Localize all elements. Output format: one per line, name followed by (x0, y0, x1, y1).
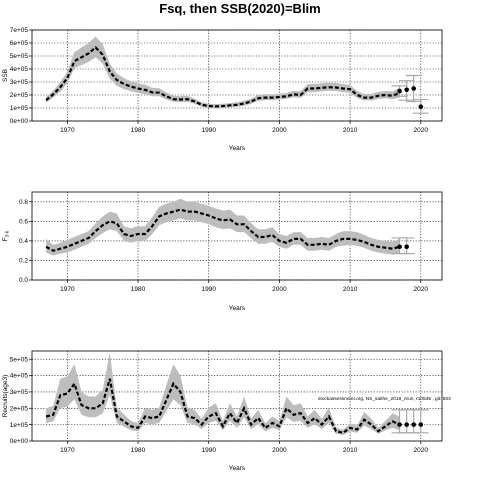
x-tick-label: 1990 (201, 286, 216, 293)
plot-frame (31, 29, 443, 122)
y-axis-label: SSB (2, 69, 9, 82)
y-tick-label: 0.2 (19, 258, 28, 265)
plot-frame (31, 191, 443, 281)
x-tick-label: 1970 (60, 447, 75, 454)
y-axis-label: F3-6 (2, 230, 10, 241)
confidence-band (46, 352, 400, 436)
y-tick-label: 4e+05 (10, 373, 29, 380)
y-tick-label: 4e+05 (10, 66, 29, 73)
panel-ssb: 1970 1980 1990 2000 2010 2020 0e+00 1e+05 2e+05 3… (2, 27, 443, 152)
forecast-point (397, 88, 402, 94)
x-tick-label: 2000 (272, 447, 287, 454)
forecast-point (397, 422, 402, 427)
x-tick-label: 1970 (60, 286, 75, 293)
series-line (45, 208, 400, 252)
x-tick-label: 1980 (131, 127, 146, 134)
forecast-point (404, 87, 409, 93)
y-tick-label: 0e+00 (10, 438, 29, 445)
x-tick-label: 2010 (343, 286, 358, 293)
y-tick-label: 7e+05 (10, 27, 29, 34)
x-tick-label: 2000 (272, 127, 287, 134)
forecast-point (418, 422, 424, 427)
y-tick-label: 3e+05 (10, 389, 29, 396)
y-tick-label: 2e+05 (10, 405, 29, 412)
figure-title: Fsq, then SSB(2020)=Blim (159, 1, 321, 16)
x-axis-label: Years (229, 145, 246, 152)
x-tick-label: 2020 (414, 127, 429, 134)
y-tick-label: 2e+05 (10, 92, 29, 99)
x-tick-label: 2000 (272, 286, 287, 293)
y-tick-label: 0.0 (19, 277, 28, 284)
y-tick-label: 0.6 (19, 219, 28, 226)
y-tick-label: 3e+05 (10, 79, 29, 86)
series-line (45, 378, 401, 434)
x-tick-label: 2010 (343, 447, 358, 454)
y-tick-label: 0.4 (19, 238, 28, 245)
y-tick-label: 0e+00 (10, 118, 29, 125)
forecast-point (411, 86, 417, 91)
y-tick-label: 6e+05 (10, 40, 29, 47)
x-tick-label: 1980 (131, 286, 146, 293)
y-tick-label: 0.8 (19, 199, 28, 206)
y-tick-label: 5e+05 (10, 356, 29, 363)
confidence-band (46, 198, 400, 256)
x-tick-label: 1990 (201, 447, 216, 454)
x-tick-label: 2010 (343, 127, 358, 134)
confidence-band (46, 36, 400, 109)
panel-f: 1970 1980 1990 2000 2010 2020 0.0 0.2 0.4 0.6 0.8 Y… (2, 191, 443, 312)
x-tick-label: 2020 (414, 447, 429, 454)
x-tick-label: 2020 (414, 286, 429, 293)
plot-frame (31, 350, 443, 442)
x-tick-label: 1990 (201, 127, 216, 134)
x-tick-label: 1980 (131, 447, 146, 454)
y-tick-label: 1e+05 (10, 105, 29, 112)
x-axis-label: Years (229, 465, 246, 472)
y-axis-label: Recruits(age3) (2, 375, 9, 418)
y-tick-label: 1e+05 (10, 422, 29, 429)
forecast-point (397, 244, 402, 250)
x-axis-label: Years (229, 305, 246, 312)
series-line (45, 46, 400, 108)
forecast-point (418, 104, 424, 109)
annotation-text: stockassessment.org, NS_saithe_2018_nrun… (318, 396, 451, 402)
forecast-point (404, 244, 409, 250)
forecast-point (404, 422, 409, 427)
x-tick-label: 1970 (60, 127, 75, 134)
y-tick-label: 5e+05 (10, 53, 29, 60)
forecast-point (411, 422, 417, 427)
panel-recruits: 1970 1980 1990 2000 2010 2020 0e+00 1e+05 2e+05 3… (2, 350, 443, 472)
